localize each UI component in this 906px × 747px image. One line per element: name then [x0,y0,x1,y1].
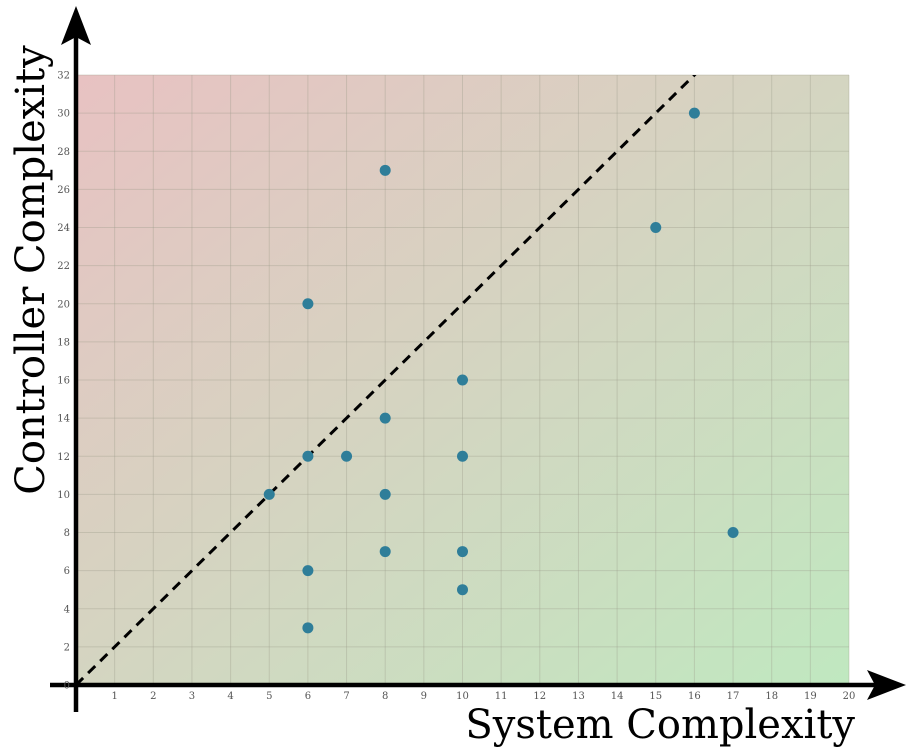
data-point [379,488,391,500]
y-tick-label: 30 [57,109,70,120]
x-tick-label: 9 [421,691,427,702]
y-tick-label: 18 [57,337,70,348]
x-tick-label: 15 [649,691,662,702]
data-point [688,107,700,119]
data-point [263,488,275,500]
data-point [457,450,468,462]
data-point [727,527,739,538]
y-tick-label: 28 [57,147,70,158]
y-tick-label: 16 [57,376,70,387]
data-point [379,164,391,176]
x-tick-label: 1 [111,691,117,702]
x-tick-label: 20 [843,691,856,702]
x-axis-arrowhead [867,670,906,700]
data-point [302,622,314,634]
x-tick-label: 12 [533,691,546,702]
x-tick-label: 14 [611,691,624,702]
y-tick-label: 12 [57,452,70,463]
data-point [457,584,468,596]
y-tick-label: 20 [57,299,70,310]
data-point [341,450,353,462]
x-axis-title: System Complexity [465,702,855,747]
y-axis-arrowhead [61,6,91,45]
x-tick-label: 2 [150,691,156,702]
y-tick-label: 2 [64,642,70,653]
y-tick-label: 24 [57,223,70,234]
x-tick-label: 19 [804,691,817,702]
y-tick-label: 8 [64,528,70,539]
x-tick-label: 8 [382,691,388,702]
data-point [302,565,314,577]
y-tick-label: 4 [64,604,70,615]
y-tick-label: 10 [57,490,70,501]
y-tick-label: 14 [57,414,70,425]
x-tick-label: 16 [688,691,701,702]
y-axis-title: Controller Complexity [8,45,54,495]
y-tick-label: 22 [57,261,70,272]
x-tick-label: 5 [266,691,272,702]
x-tick-label: 13 [572,691,585,702]
y-tick-label: 6 [64,566,70,577]
data-point [650,222,662,233]
x-tick-label: 7 [343,691,349,702]
x-tick-label: 10 [456,691,469,702]
x-tick-label: 11 [495,691,508,702]
y-tick-label: 0 [64,681,70,692]
x-tick-label: 4 [227,691,233,702]
y-tick-label: 32 [57,71,70,82]
data-point [302,298,314,310]
x-tick-label: 17 [727,691,740,702]
tick-labels: 1 2 3 4 5 6 7 8 9 10 11 12 13 14 15 16 17 18 19 20024681012… [57,71,855,703]
data-point [457,374,468,386]
y-tick-label: 26 [57,185,70,196]
data-point [457,546,468,558]
x-tick-label: 6 [305,691,311,702]
data-point [379,412,391,424]
data-point [302,450,314,462]
data-point [379,546,391,558]
x-tick-label: 3 [189,691,195,702]
x-tick-label: 18 [765,691,778,702]
data-points [263,107,739,634]
axes [50,6,906,712]
